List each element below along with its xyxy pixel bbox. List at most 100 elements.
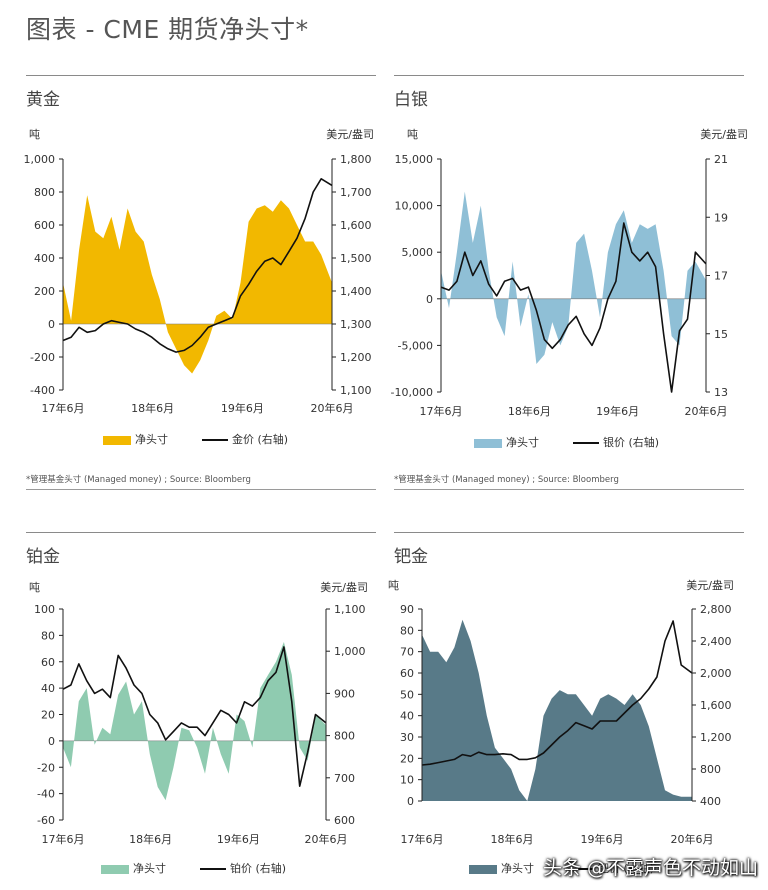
- left-tick-label: 10: [400, 774, 414, 787]
- right-tick-label: 1,300: [340, 318, 372, 331]
- right-tick-label: 1,600: [340, 219, 372, 232]
- right-tick-label: 2,000: [700, 667, 732, 680]
- right-tick-label: 1,400: [340, 285, 372, 298]
- legend-line-swatch: [202, 439, 228, 441]
- x-tick-label: 19年6月: [581, 832, 624, 846]
- series-net-position-area: [422, 619, 692, 801]
- left-tick-label: 600: [34, 219, 55, 232]
- series-price-line: [421, 620, 693, 766]
- left-tick-label: 60: [400, 667, 414, 680]
- left-tick-label: -40: [37, 788, 55, 801]
- right-tick-label: 1,800: [340, 153, 372, 166]
- chart-title: 白银: [394, 90, 428, 110]
- right-tick-label: 1,100: [334, 603, 366, 616]
- chart-legend: 净头寸 银价 (右轴): [474, 434, 659, 450]
- right-axis-unit: 美元/盎司: [686, 578, 734, 592]
- x-tick-label: 20年6月: [685, 404, 728, 418]
- right-axis-unit: 美元/盎司: [320, 580, 368, 594]
- left-tick-label: 0: [426, 293, 433, 306]
- right-tick-label: 15: [714, 328, 728, 341]
- legend-line-label: 铂价 (右轴): [230, 862, 287, 875]
- right-tick-label: 600: [334, 814, 355, 827]
- chart-title: 黄金: [26, 90, 60, 110]
- chart-panel-gold: 黄金 1,000 800 600 400 200 0 -200 -400 1,800 1,700 1…: [24, 75, 376, 495]
- x-tick-label: 17年6月: [420, 404, 463, 418]
- x-tick-label: 18年6月: [508, 404, 551, 418]
- right-tick-label: 1,700: [340, 186, 372, 199]
- series-price-line: [62, 178, 333, 353]
- series-price-line: [62, 646, 327, 787]
- left-tick-label: 20: [400, 752, 414, 765]
- legend-line-swatch: [568, 868, 594, 870]
- left-tick-label: 800: [34, 186, 55, 199]
- left-axis-unit: 吨: [29, 128, 40, 141]
- left-tick-label: 50: [400, 688, 414, 701]
- right-tick-label: 1,500: [340, 252, 372, 265]
- x-tick-label: 17年6月: [42, 832, 85, 846]
- chart-title: 钯金: [394, 547, 428, 567]
- legend-area-swatch: [474, 438, 502, 448]
- x-tick-label: 20年6月: [311, 401, 354, 415]
- left-tick-label: 0: [48, 735, 55, 748]
- legend-area-label: 净头寸: [135, 433, 168, 446]
- chart-svg: 15,000 10,000 5,000 0 -5,000 -10,000 21 19 17 15 1…: [391, 127, 748, 418]
- left-tick-label: 30: [400, 731, 414, 744]
- right-tick-label: 13: [714, 386, 728, 399]
- series-net-position-area: [63, 195, 332, 374]
- chart-legend: 净头寸 铂价 (右轴): [101, 860, 286, 876]
- x-tick-label: 17年6月: [401, 832, 444, 846]
- left-tick-label: -10,000: [391, 386, 433, 399]
- left-tick-label: 15,000: [395, 153, 434, 166]
- chart-svg: 100 80 60 40 20 0 -20 -40 -60 1,100 1,000 900 800 700…: [29, 580, 368, 846]
- left-tick-label: 0: [48, 318, 55, 331]
- series-price-line: [440, 222, 707, 393]
- left-axis-unit: 吨: [388, 579, 399, 592]
- x-tick-label: 19年6月: [221, 401, 264, 415]
- left-axis-unit: 吨: [407, 128, 418, 141]
- x-tick-label: 18年6月: [491, 832, 534, 846]
- left-tick-label: 40: [400, 710, 414, 723]
- series-net-position-area: [63, 642, 326, 801]
- legend-area-swatch: [103, 435, 131, 445]
- left-tick-label: -60: [37, 814, 55, 827]
- right-tick-label: 400: [700, 795, 721, 808]
- right-tick-label: 17: [714, 270, 728, 283]
- series-net-position-area: [441, 191, 706, 364]
- left-tick-label: 80: [41, 629, 55, 642]
- right-tick-label: 800: [334, 730, 355, 743]
- panel-top-rule: [394, 75, 744, 76]
- legend-area-swatch: [469, 864, 497, 874]
- left-tick-label: 0: [407, 795, 414, 808]
- legend-area-label: 净头寸: [506, 436, 539, 449]
- watermark-text: 头条 @不露声色不动如山: [542, 857, 758, 879]
- left-tick-label: 90: [400, 603, 414, 616]
- left-tick-label: -200: [30, 351, 55, 364]
- legend-area-label: 净头寸: [133, 862, 166, 875]
- chart-legend: 净头寸 金价 (右轴): [103, 431, 288, 447]
- right-tick-label: 2,800: [700, 603, 732, 616]
- right-tick-label: 19: [714, 211, 728, 224]
- page-title: 图表 - CME 期货净头寸*: [26, 15, 309, 44]
- right-tick-label: 21: [714, 153, 728, 166]
- right-tick-label: 1,100: [340, 384, 372, 397]
- right-tick-label: 1,200: [700, 731, 732, 744]
- x-tick-label: 20年6月: [671, 832, 714, 846]
- left-tick-label: -400: [30, 384, 55, 397]
- chart-panel-platinum: 铂金 100 80 60 40 20 0 -20 -40 -60 1,100 1,000 900 800…: [26, 532, 376, 882]
- chart-panel-palladium: 钯金 90 80 70 60 50 40 30 20 10 0 2,800 2,400 2,000 1,6…: [388, 532, 744, 882]
- left-tick-label: 20: [41, 709, 55, 722]
- panel-top-rule: [394, 532, 744, 533]
- chart-legend: 净头寸 钯价 (右轴): [469, 860, 654, 876]
- left-axis-unit: 吨: [29, 581, 40, 594]
- legend-line-label: 金价 (右轴): [232, 433, 289, 446]
- panel-top-rule: [26, 532, 376, 533]
- left-tick-label: 80: [400, 624, 414, 637]
- x-tick-label: 19年6月: [596, 404, 639, 418]
- left-tick-label: -20: [37, 761, 55, 774]
- chart-svg: 90 80 70 60 50 40 30 20 10 0 2,800 2,400 2,000 1,600 1…: [388, 578, 734, 846]
- chart-source: *管理基金头寸 (Managed money) ; Source: Bloomb…: [26, 475, 251, 485]
- chart-source: *管理基金头寸 (Managed money) ; Source: Bloomb…: [394, 475, 619, 485]
- left-tick-label: 60: [41, 656, 55, 669]
- right-tick-label: 700: [334, 772, 355, 785]
- legend-area-swatch: [101, 864, 129, 874]
